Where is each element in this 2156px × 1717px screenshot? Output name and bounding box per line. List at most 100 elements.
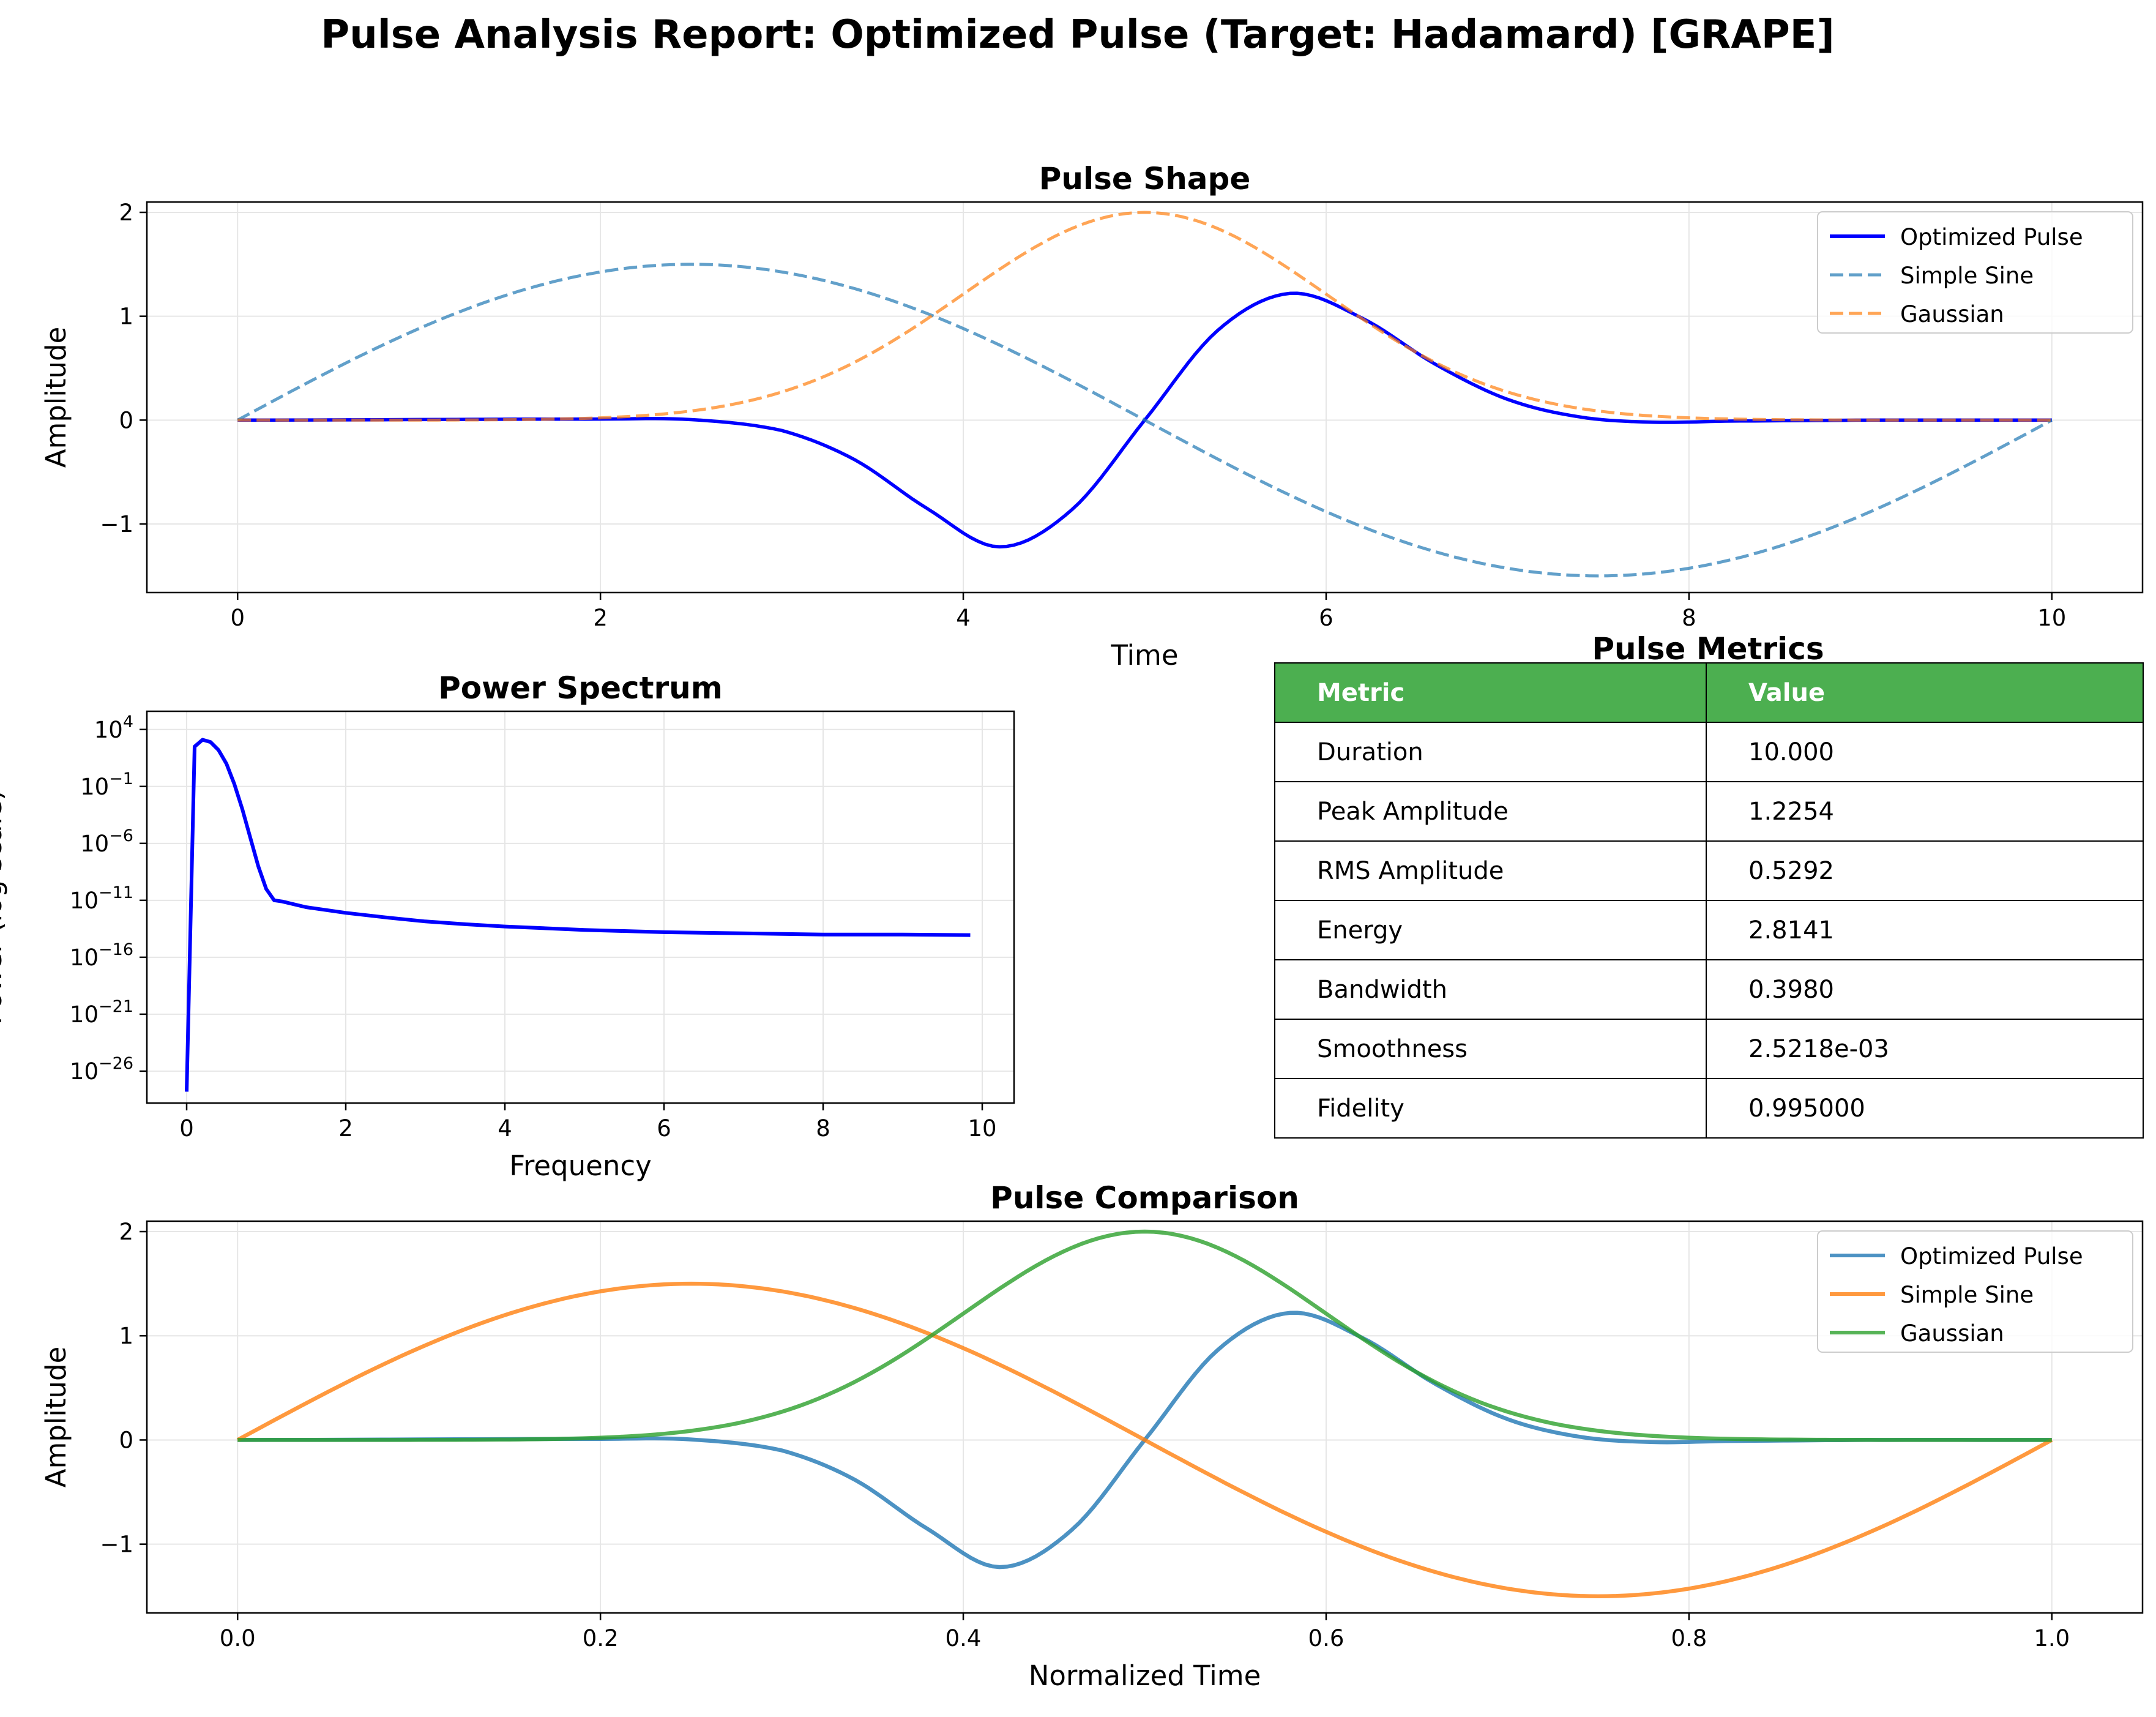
y-tick-label: −1: [100, 1532, 133, 1558]
legend: Optimized Pulse Simple Sine Gaussian: [1817, 211, 2133, 334]
table-header-cell: Metric: [1274, 662, 1707, 723]
table-row: RMS Amplitude 0.5292: [1274, 840, 2144, 901]
x-tick-label: 2: [338, 1115, 353, 1142]
legend-label: Gaussian: [1900, 301, 2004, 327]
table-cell: 1.2254: [1706, 781, 2144, 842]
x-axis-label: Frequency: [509, 1150, 651, 1182]
y-tick-label: 10−6: [80, 826, 133, 857]
table-cell: Energy: [1274, 900, 1707, 960]
axes-frame: [146, 710, 1015, 1104]
x-tick-label: 2: [593, 605, 608, 631]
x-tick-label: 0.4: [946, 1625, 982, 1652]
y-tick-mantissa: 10: [80, 831, 109, 857]
table-cell: 10.000: [1706, 722, 2144, 782]
legend-label: Simple Sine: [1900, 263, 2034, 289]
series-line-optimized-pulse: [237, 291, 2052, 549]
table-cell: Duration: [1274, 722, 1707, 782]
table-cell: Smoothness: [1274, 1019, 1707, 1079]
x-tick-label: 6: [657, 1115, 671, 1142]
y-axis-label: Amplitude: [40, 1347, 72, 1488]
x-tick-label: 0.0: [220, 1625, 256, 1652]
pulse-comparison-panel: 0.0 0.2 0.4 0.6 0.8 1.0 −1 0 1 2 Pulse Comparison N…: [40, 1180, 2144, 1692]
y-tick-exponent: −11: [99, 883, 133, 902]
y-tick-exponent: 4: [123, 713, 133, 731]
legend-frame: [1817, 211, 2133, 334]
y-tick-label: 10−21: [70, 997, 133, 1028]
axes-frame: [146, 201, 2144, 594]
legend: Optimized Pulse Simple Sine Gaussian: [1817, 1230, 2133, 1353]
y-tick-mantissa: 10: [70, 945, 99, 971]
table-row: Smoothness 2.5218e-03: [1274, 1019, 2144, 1079]
table-row: Fidelity 0.995000: [1274, 1078, 2144, 1139]
y-tick-label: 10−11: [70, 883, 133, 914]
y-axis-label: Power (log scale): [0, 790, 8, 1025]
table-row: Duration 10.000: [1274, 722, 2144, 782]
table-cell: Peak Amplitude: [1274, 781, 1707, 842]
table-cell: Bandwidth: [1274, 959, 1707, 1020]
table-cell: Fidelity: [1274, 1078, 1707, 1139]
x-tick-label: 8: [816, 1115, 830, 1142]
x-tick-label: 6: [1319, 605, 1334, 631]
axes-title: Pulse Comparison: [990, 1180, 1299, 1216]
series-line-optimized-pulse: [237, 1311, 2052, 1569]
y-tick-label: −1: [100, 511, 133, 537]
y-tick-label: 10−1: [80, 769, 133, 800]
series-line-gaussian: [237, 211, 2052, 422]
x-tick-label: 1.0: [2034, 1625, 2070, 1652]
table-cell: RMS Amplitude: [1274, 840, 1707, 901]
x-tick-label: 10: [968, 1115, 996, 1142]
y-tick-label: 10−26: [70, 1054, 133, 1085]
y-tick-label: 104: [94, 713, 133, 743]
legend-label: Simple Sine: [1900, 1282, 2034, 1308]
x-tick-label: 0.8: [1671, 1625, 1707, 1652]
table-cell: 2.5218e-03: [1706, 1019, 2144, 1079]
x-axis-label: Time: [1110, 639, 1178, 671]
x-tick-label: 4: [956, 605, 971, 631]
legend-frame: [1817, 1230, 2133, 1353]
x-axis-label: Normalized Time: [1029, 1659, 1261, 1692]
y-tick-mantissa: 10: [70, 888, 99, 914]
table-row: Peak Amplitude 1.2254: [1274, 781, 2144, 842]
axes-title: Pulse Shape: [1039, 161, 1251, 196]
table-row: Energy 2.8141: [1274, 900, 2144, 960]
table-cell: 0.5292: [1706, 840, 2144, 901]
y-axis-label: Amplitude: [40, 327, 72, 468]
legend-label: Optimized Pulse: [1900, 1243, 2083, 1270]
y-tick-mantissa: 10: [70, 1058, 99, 1085]
y-tick-mantissa: 10: [80, 774, 109, 800]
x-tick-label: 0.6: [1308, 1625, 1345, 1652]
legend-label: Gaussian: [1900, 1320, 2004, 1347]
series-line-simple-sine: [236, 1281, 2053, 1599]
legend-label: Optimized Pulse: [1900, 224, 2083, 250]
y-tick-exponent: −6: [109, 826, 133, 845]
y-tick-exponent: −26: [99, 1054, 133, 1073]
power-spectrum-panel: 0 2 4 6 8 1010410−110−610−1110−1610−2110−26Po…: [0, 670, 1015, 1182]
y-tick-exponent: −1: [109, 769, 133, 788]
x-tick-label: 10: [2037, 605, 2066, 631]
x-tick-label: 0: [230, 605, 245, 631]
table-header-cell: Value: [1706, 662, 2144, 723]
y-tick-label: 2: [119, 200, 133, 226]
table-cell: 0.3980: [1706, 959, 2144, 1020]
figure-title: Pulse Analysis Report: Optimized Pulse (…: [321, 12, 1834, 58]
series-line-gaussian: [237, 1229, 2052, 1442]
y-tick-label: 10−16: [70, 940, 133, 971]
y-tick-exponent: −21: [99, 997, 133, 1016]
y-tick-mantissa: 10: [70, 1001, 99, 1028]
series-line-power: [185, 738, 971, 1092]
y-tick-label: 0: [119, 407, 133, 433]
y-tick-label: 1: [119, 304, 133, 330]
metrics-table-title: Pulse Metrics: [1592, 631, 1824, 667]
table-cell: 0.995000: [1706, 1078, 2144, 1139]
metrics-table: Metric Value Duration 10.000 Peak Amplit…: [1274, 662, 2144, 1139]
axes-frame: [146, 1220, 2144, 1614]
series-line-simple-sine: [237, 263, 2053, 578]
x-tick-label: 0: [179, 1115, 194, 1142]
y-tick-label: 2: [119, 1219, 133, 1245]
x-tick-label: 4: [498, 1115, 512, 1142]
y-tick-exponent: −16: [99, 940, 133, 959]
pulse-shape-panel: 0 2 4 6 8 10 −1 0 1 2 Pulse Shape Time Amplitude Opti…: [40, 161, 2144, 671]
table-header-row: Metric Value: [1274, 662, 2144, 723]
y-tick-label: 0: [119, 1427, 133, 1453]
